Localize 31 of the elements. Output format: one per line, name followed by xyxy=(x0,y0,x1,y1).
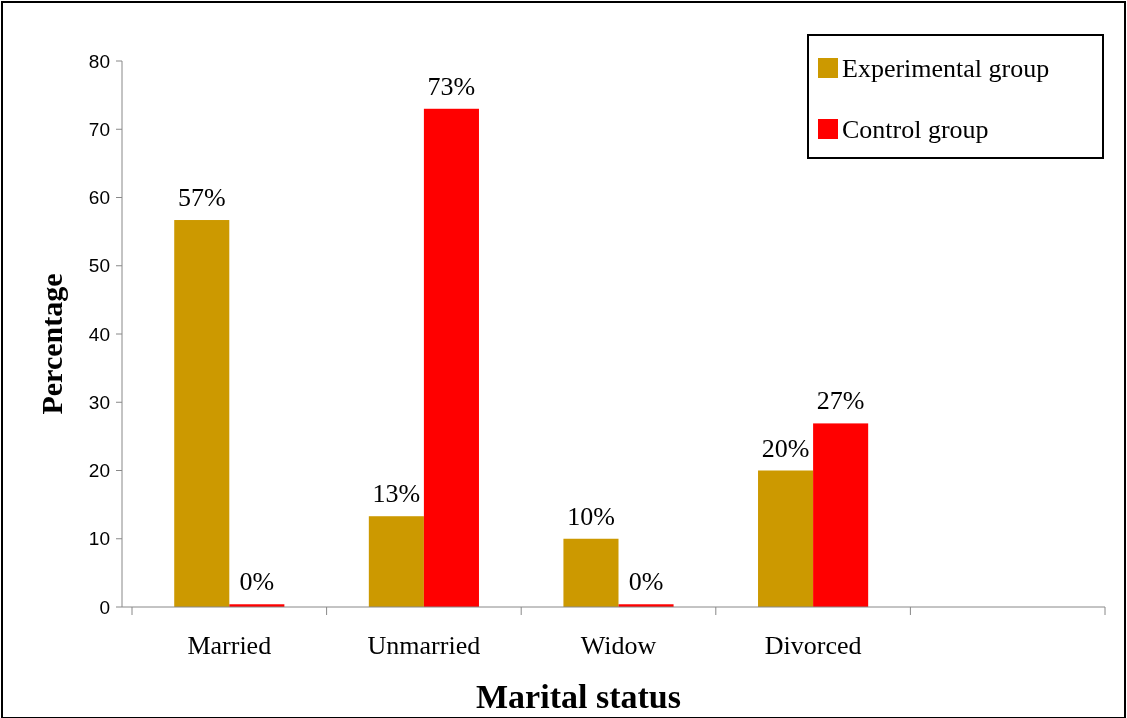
data-label: 73% xyxy=(427,71,476,101)
y-axis-title: Percentage xyxy=(35,273,68,415)
data-label: 13% xyxy=(372,479,421,509)
data-label: 57% xyxy=(177,183,226,213)
y-tick-label: 0 xyxy=(99,596,110,618)
bar xyxy=(813,423,869,607)
bar xyxy=(174,220,230,607)
bar xyxy=(758,470,814,607)
x-tick-label: Widow xyxy=(580,631,657,660)
legend-label: Control group xyxy=(842,115,989,145)
y-tick-label: 30 xyxy=(88,391,110,413)
y-tick-label: 70 xyxy=(88,118,110,140)
y-tick-label: 60 xyxy=(88,187,110,209)
data-label: 0% xyxy=(628,567,664,597)
data-label: 27% xyxy=(816,386,865,416)
data-label: 20% xyxy=(761,433,810,463)
y-tick-label: 20 xyxy=(88,460,110,482)
x-tick-label: Unmarried xyxy=(367,631,481,660)
legend-label: Experimental group xyxy=(842,54,1050,84)
data-label: 0% xyxy=(239,567,275,597)
y-tick-label: 40 xyxy=(88,323,110,345)
y-tick-label: 50 xyxy=(88,255,110,277)
y-tick-label: 10 xyxy=(88,528,110,550)
x-tick-label: Divorced xyxy=(764,631,862,660)
y-tick-label: 80 xyxy=(88,50,110,72)
x-axis-title: Marital status xyxy=(476,678,681,715)
data-label: 10% xyxy=(567,501,615,531)
bar xyxy=(563,538,619,607)
bar xyxy=(368,516,424,607)
bar xyxy=(423,108,479,607)
x-tick-label: Married xyxy=(187,631,272,660)
